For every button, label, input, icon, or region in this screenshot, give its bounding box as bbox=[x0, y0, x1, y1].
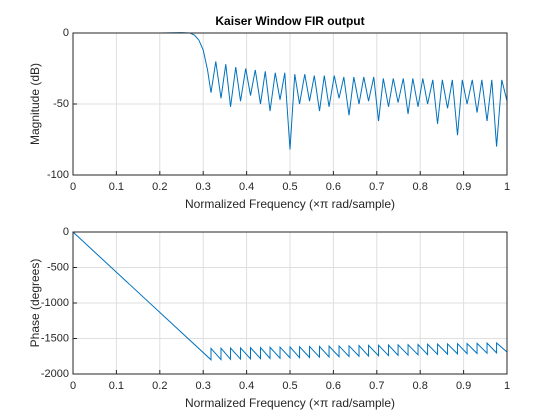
x-tick-label: 0.2 bbox=[152, 380, 167, 392]
x-tick-label: 0.7 bbox=[369, 181, 384, 193]
x-tick-label: 0.6 bbox=[326, 181, 341, 193]
x-tick-label: 0.1 bbox=[109, 380, 124, 392]
x-tick-label: 1 bbox=[504, 380, 510, 392]
x-tick-label: 1 bbox=[504, 181, 510, 193]
y-tick-label: -1000 bbox=[41, 297, 69, 309]
x-tick-label: 0.1 bbox=[109, 181, 124, 193]
y-axis-label: Phase (degrees) bbox=[28, 259, 42, 348]
x-tick-label: 0.7 bbox=[369, 380, 384, 392]
x-tick-label: 0.5 bbox=[282, 380, 297, 392]
x-tick-label: 0.5 bbox=[282, 181, 297, 193]
x-tick-label: 0.3 bbox=[196, 380, 211, 392]
x-axis-label: Normalized Frequency (×π rad/sample) bbox=[185, 396, 395, 410]
x-tick-label: 0 bbox=[70, 181, 76, 193]
y-tick-label: 0 bbox=[63, 226, 69, 238]
y-tick-label: -1500 bbox=[41, 332, 69, 344]
y-tick-label: -100 bbox=[47, 169, 69, 181]
x-tick-label: 0.4 bbox=[239, 380, 254, 392]
x-tick-label: 0.6 bbox=[326, 380, 341, 392]
y-tick-label: -50 bbox=[53, 98, 69, 110]
y-axis-label: Magnitude (dB) bbox=[28, 63, 42, 145]
x-tick-label: 0.2 bbox=[152, 181, 167, 193]
chart-title: Kaiser Window FIR output bbox=[215, 14, 364, 28]
axes-box bbox=[72, 231, 508, 375]
x-axis-label: Normalized Frequency (×π rad/sample) bbox=[185, 197, 395, 211]
y-tick-label: 0 bbox=[63, 27, 69, 39]
x-tick-label: 0.4 bbox=[239, 181, 254, 193]
axes-box bbox=[72, 32, 508, 176]
x-tick-label: 0.8 bbox=[413, 380, 428, 392]
x-tick-label: 0.3 bbox=[196, 181, 211, 193]
x-tick-label: 0.9 bbox=[456, 181, 471, 193]
x-tick-label: 0.9 bbox=[456, 380, 471, 392]
y-tick-label: -2000 bbox=[41, 368, 69, 380]
data-line bbox=[73, 32, 508, 150]
x-tick-label: 0 bbox=[70, 380, 76, 392]
y-tick-label: -500 bbox=[47, 261, 69, 273]
data-line bbox=[72, 231, 508, 361]
x-tick-label: 0.8 bbox=[413, 181, 428, 193]
